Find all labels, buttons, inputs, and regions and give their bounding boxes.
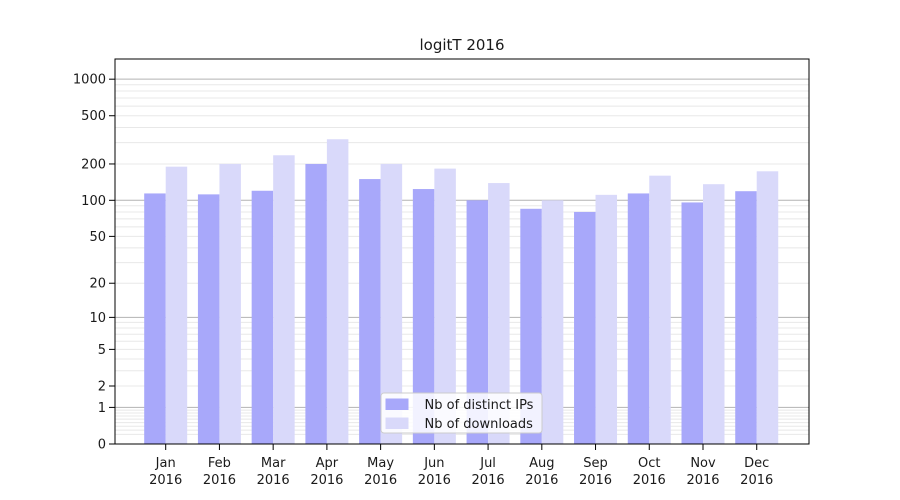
- y-tick-label-0: 0: [98, 438, 106, 453]
- legend-swatch-0: [385, 398, 409, 410]
- x-tick-label-feb-2016-year: 2016: [203, 473, 236, 488]
- bar-nb-of-downloads-apr: [326, 139, 349, 444]
- x-tick-label-feb-2016: Feb: [208, 456, 231, 471]
- bar-nb-of-downloads-mar: [273, 155, 295, 444]
- x-tick-label-oct-2016-year: 2016: [633, 473, 666, 488]
- x-tick-label-may-2016-year: 2016: [364, 473, 397, 488]
- x-tick-label-sep-2016-year: 2016: [579, 473, 612, 488]
- x-tick-label-nov-2016-year: 2016: [686, 473, 719, 488]
- x-tick-label-aug-2016-year: 2016: [525, 473, 558, 488]
- y-tick-label-20: 20: [89, 277, 106, 292]
- bar-nb-of-distinct-ips-apr: [305, 163, 327, 444]
- bar-nb-of-distinct-ips-jan: [144, 193, 166, 444]
- x-tick-label-dec-2016: Dec: [744, 456, 769, 471]
- bar-nb-of-downloads-nov: [703, 184, 725, 444]
- legend-swatch-1: [385, 417, 409, 429]
- bar-nb-of-downloads-may: [380, 163, 403, 444]
- x-tick-label-apr-2016-year: 2016: [310, 473, 343, 488]
- bar-nb-of-distinct-ips-jul: [466, 200, 489, 444]
- y-tick-label-1000: 1000: [73, 73, 106, 88]
- bar-nb-of-downloads-sep: [595, 194, 618, 444]
- x-tick-label-nov-2016: Nov: [690, 456, 716, 471]
- x-tick-label-dec-2016-year: 2016: [740, 473, 773, 488]
- x-tick-label-mar-2016: Mar: [261, 456, 286, 471]
- y-tick-label-5: 5: [98, 343, 106, 358]
- bar-nb-of-distinct-ips-feb: [197, 194, 220, 444]
- x-axis: Jan 2016 Feb 2016 Mar 2016 Apr 2016 May 2016 Jun 20…: [149, 444, 773, 488]
- bars: [144, 139, 779, 445]
- plot-border: [114, 58, 810, 445]
- bar-nb-of-distinct-ips-oct: [627, 193, 650, 444]
- bar-nb-of-distinct-ips-nov: [681, 202, 703, 444]
- bar-nb-of-downloads-oct: [649, 175, 671, 444]
- bar-nb-of-distinct-ips-mar: [251, 190, 274, 444]
- x-tick-label-jul-2016-year: 2016: [472, 473, 505, 488]
- x-tick-label-jun-2016-year: 2016: [418, 473, 451, 488]
- bar-nb-of-downloads-feb: [219, 163, 241, 444]
- bar-nb-of-distinct-ips-jun: [412, 189, 435, 444]
- bar-nb-of-downloads-jan: [165, 166, 188, 445]
- legend: Nb of distinct IPs Nb of downloads: [380, 392, 543, 434]
- x-tick-label-may-2016: May: [367, 456, 394, 471]
- y-axis: 0 1 2 5 10 20 50 100 200 500 1000: [73, 73, 115, 453]
- legend-label-1: Nb of downloads: [425, 417, 534, 432]
- x-tick-label-sep-2016: Sep: [583, 456, 608, 471]
- y-tick-label-100: 100: [81, 194, 106, 209]
- legend-label-0: Nb of distinct IPs: [425, 398, 534, 413]
- y-tick-label-10: 10: [89, 311, 106, 326]
- bar-nb-of-distinct-ips-dec: [735, 191, 757, 444]
- y-tick-label-200: 200: [81, 157, 106, 172]
- bar-nb-of-downloads-aug: [541, 200, 564, 444]
- bar-nb-of-distinct-ips-sep: [574, 211, 596, 444]
- bar-nb-of-distinct-ips-may: [359, 179, 381, 444]
- y-tick-label-500: 500: [81, 109, 106, 124]
- x-tick-label-jan-2016: Jan: [155, 456, 176, 471]
- chart-title: logitT 2016: [419, 36, 505, 54]
- x-tick-label-apr-2016: Apr: [316, 456, 339, 471]
- x-tick-label-oct-2016: Oct: [638, 456, 660, 471]
- y-tick-label-50: 50: [89, 230, 106, 245]
- x-tick-label-jul-2016: Jul: [479, 456, 496, 471]
- bar-nb-of-downloads-jun: [434, 168, 456, 445]
- x-tick-label-jan-2016-year: 2016: [149, 473, 182, 488]
- bar-nb-of-downloads-jul: [488, 183, 510, 444]
- x-tick-label-jun-2016: Jun: [423, 456, 444, 471]
- x-tick-label-aug-2016: Aug: [529, 456, 554, 471]
- legend-box: [380, 392, 543, 434]
- y-tick-label-1: 1: [98, 401, 106, 416]
- bar-nb-of-distinct-ips-aug: [520, 208, 542, 444]
- bar-nb-of-downloads-dec: [756, 171, 779, 444]
- y-tick-label-2: 2: [98, 379, 106, 394]
- x-tick-label-mar-2016-year: 2016: [257, 473, 290, 488]
